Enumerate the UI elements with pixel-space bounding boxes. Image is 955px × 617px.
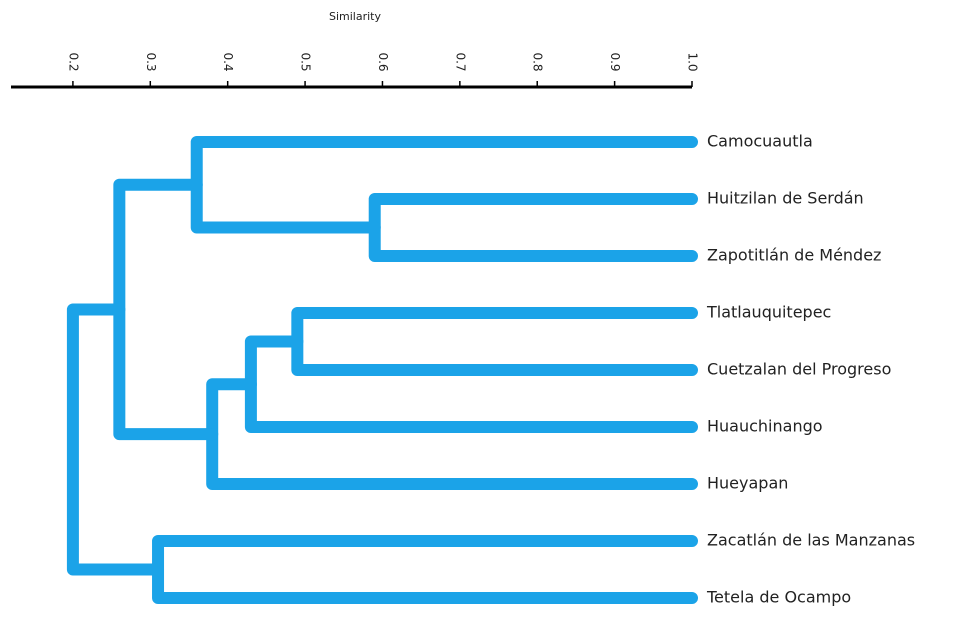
- x-tick-label: 0.8: [531, 52, 545, 71]
- branch: [152, 535, 698, 604]
- leaf-label: Zacatlán de las Manzanas: [707, 531, 915, 550]
- leaf-label: Tetela de Ocampo: [706, 588, 851, 607]
- axis-title: Similarity: [329, 10, 381, 23]
- branch: [368, 193, 698, 262]
- x-tick-label: 0.9: [608, 52, 622, 71]
- branch: [206, 378, 698, 490]
- leaf-label: Tlatlauquitepec: [706, 303, 831, 322]
- x-tick-label: 0.3: [144, 52, 158, 71]
- leaf-label: Camocuautla: [707, 132, 813, 151]
- leaf-label: Cuetzalan del Progreso: [707, 360, 891, 379]
- leaf-label: Huitzilan de Serdán: [707, 189, 864, 208]
- branch: [291, 307, 698, 376]
- x-tick-label: 0.6: [376, 52, 390, 71]
- x-tick-label: 0.5: [299, 52, 313, 71]
- branch: [66, 303, 165, 576]
- branch: [113, 178, 219, 441]
- branch: [190, 136, 698, 234]
- leaf-label: Hueyapan: [707, 474, 788, 493]
- x-tick-label: 0.4: [221, 52, 235, 71]
- leaf-label: Zapotitlán de Méndez: [707, 246, 881, 265]
- x-tick-label: 1.0: [686, 52, 700, 71]
- leaf-label: Huauchinango: [707, 417, 823, 436]
- x-tick-label: 0.7: [453, 52, 467, 71]
- x-tick-label: 0.2: [66, 52, 80, 71]
- branch: [244, 335, 698, 433]
